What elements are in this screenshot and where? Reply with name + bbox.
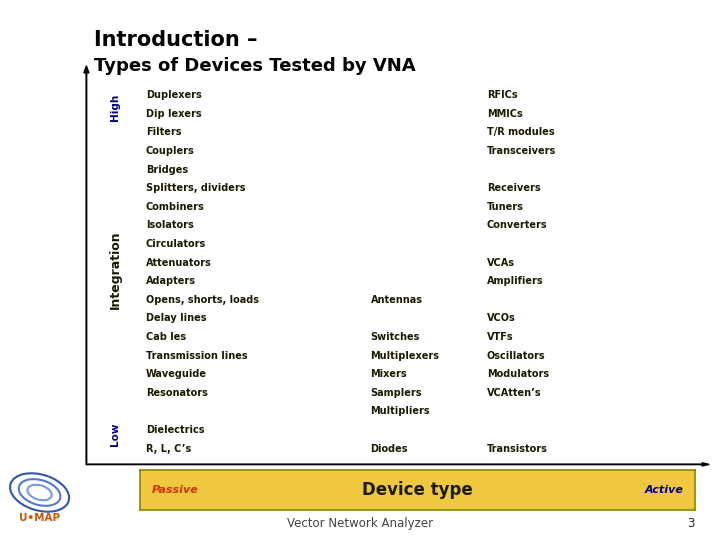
- Text: Dip lexers: Dip lexers: [146, 109, 202, 119]
- Text: Antennas: Antennas: [371, 295, 423, 305]
- Text: Samplers: Samplers: [371, 388, 422, 398]
- Text: Cab les: Cab les: [146, 332, 186, 342]
- Text: Dielectrics: Dielectrics: [146, 425, 204, 435]
- Text: Oscillators: Oscillators: [487, 350, 546, 361]
- Text: Circulators: Circulators: [146, 239, 206, 249]
- Text: Multipliers: Multipliers: [371, 407, 430, 416]
- Text: Filters: Filters: [146, 127, 181, 138]
- Text: Converters: Converters: [487, 220, 547, 231]
- Text: Waveguide: Waveguide: [146, 369, 207, 379]
- Text: Transistors: Transistors: [487, 443, 548, 454]
- Text: Mixers: Mixers: [371, 369, 407, 379]
- Text: RFICs: RFICs: [487, 90, 518, 100]
- Text: Switches: Switches: [371, 332, 420, 342]
- Text: Tuners: Tuners: [487, 202, 523, 212]
- Text: VCOs: VCOs: [487, 313, 516, 323]
- Text: VCAtten’s: VCAtten’s: [487, 388, 541, 398]
- Text: Adapters: Adapters: [146, 276, 196, 286]
- Text: Device type: Device type: [362, 481, 473, 499]
- Text: 3: 3: [688, 517, 695, 530]
- Text: Opens, shorts, loads: Opens, shorts, loads: [146, 295, 259, 305]
- Text: VTFs: VTFs: [487, 332, 513, 342]
- Text: Multiplexers: Multiplexers: [371, 350, 439, 361]
- Text: Active: Active: [645, 485, 684, 495]
- Text: Attenuators: Attenuators: [146, 258, 212, 268]
- Text: Transceivers: Transceivers: [487, 146, 556, 156]
- Text: Amplifiers: Amplifiers: [487, 276, 544, 286]
- Text: Integration: Integration: [109, 231, 122, 309]
- Text: Combiners: Combiners: [146, 202, 204, 212]
- Text: Delay lines: Delay lines: [146, 313, 207, 323]
- Text: Resonators: Resonators: [146, 388, 208, 398]
- Text: Isolators: Isolators: [146, 220, 194, 231]
- Text: High: High: [110, 93, 120, 121]
- Text: Passive: Passive: [151, 485, 198, 495]
- Text: Vector Network Analyzer: Vector Network Analyzer: [287, 517, 433, 530]
- Text: Bridges: Bridges: [146, 165, 188, 174]
- Text: Receivers: Receivers: [487, 183, 541, 193]
- Text: Types of Devices Tested by VNA: Types of Devices Tested by VNA: [94, 57, 415, 75]
- Text: Low: Low: [110, 423, 120, 447]
- Text: Splitters, dividers: Splitters, dividers: [146, 183, 246, 193]
- Text: MMICs: MMICs: [487, 109, 523, 119]
- Text: R, L, C’s: R, L, C’s: [146, 443, 192, 454]
- Text: VCAs: VCAs: [487, 258, 515, 268]
- Text: Couplers: Couplers: [146, 146, 194, 156]
- Text: Transmission lines: Transmission lines: [146, 350, 248, 361]
- Text: Introduction –: Introduction –: [94, 30, 257, 50]
- Text: T/R modules: T/R modules: [487, 127, 554, 138]
- Text: Modulators: Modulators: [487, 369, 549, 379]
- Text: Diodes: Diodes: [371, 443, 408, 454]
- Text: Duplexers: Duplexers: [146, 90, 202, 100]
- Text: U•​MAP: U•​MAP: [19, 513, 60, 523]
